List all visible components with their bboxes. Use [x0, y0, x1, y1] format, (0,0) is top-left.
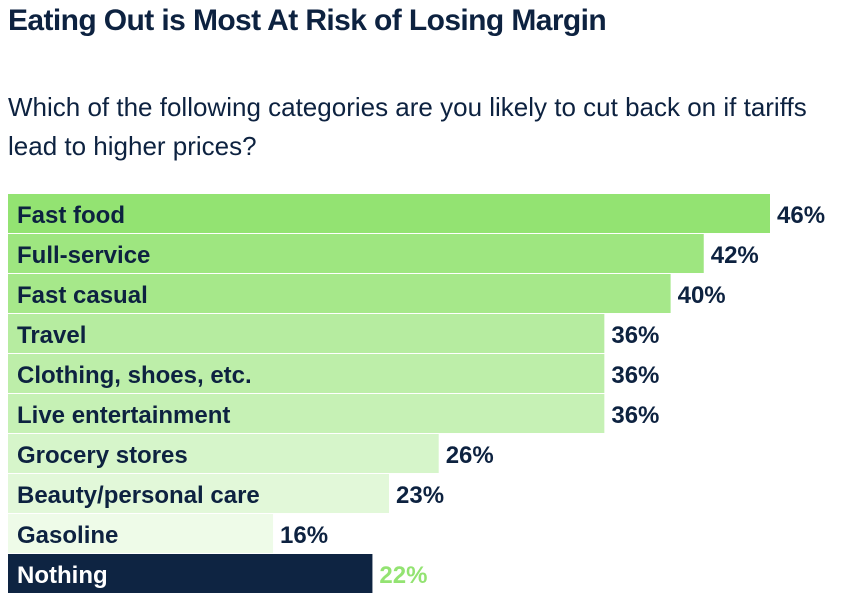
bar-fast-food — [8, 194, 770, 233]
category-label-full-service: Full-service — [17, 242, 150, 269]
bar-nothing — [8, 554, 373, 593]
value-label-gasoline: 16% — [280, 522, 328, 549]
value-label-beauty-personal-care: 23% — [396, 482, 444, 509]
category-label-travel: Travel — [17, 322, 86, 349]
value-label-live-entertainment: 36% — [611, 402, 659, 429]
category-label-gasoline: Gasoline — [17, 522, 118, 549]
value-label-full-service: 42% — [711, 242, 759, 269]
category-label-beauty-personal-care: Beauty/personal care — [17, 482, 260, 509]
value-label-fast-casual: 40% — [678, 282, 726, 309]
bar-gasoline — [8, 514, 274, 553]
value-label-grocery-stores: 26% — [446, 442, 494, 469]
bar-beauty-personal-care — [8, 474, 389, 513]
bar-live-entertainment — [8, 394, 605, 433]
bar-full-service — [8, 234, 704, 273]
category-label-live-entertainment: Live entertainment — [17, 402, 230, 429]
category-label-nothing: Nothing — [17, 562, 108, 589]
chart-subtitle: Which of the following categories are yo… — [8, 92, 807, 161]
value-label-fast-food: 46% — [777, 202, 825, 229]
chart-title: Eating Out is Most At Risk of Losing Mar… — [8, 4, 607, 37]
value-label-nothing: 22% — [379, 562, 427, 589]
category-label-fast-food: Fast food — [17, 202, 125, 229]
category-label-fast-casual: Fast casual — [17, 282, 148, 309]
category-label-grocery-stores: Grocery stores — [17, 442, 188, 469]
bar-travel — [8, 314, 605, 353]
value-label-clothing-shoes-etc: 36% — [611, 362, 659, 389]
category-label-clothing-shoes-etc: Clothing, shoes, etc. — [17, 362, 252, 389]
bar-fast-casual — [8, 274, 671, 313]
value-label-travel: 36% — [611, 322, 659, 349]
bar-clothing-shoes-etc — [8, 354, 605, 393]
bar-grocery-stores — [8, 434, 439, 473]
